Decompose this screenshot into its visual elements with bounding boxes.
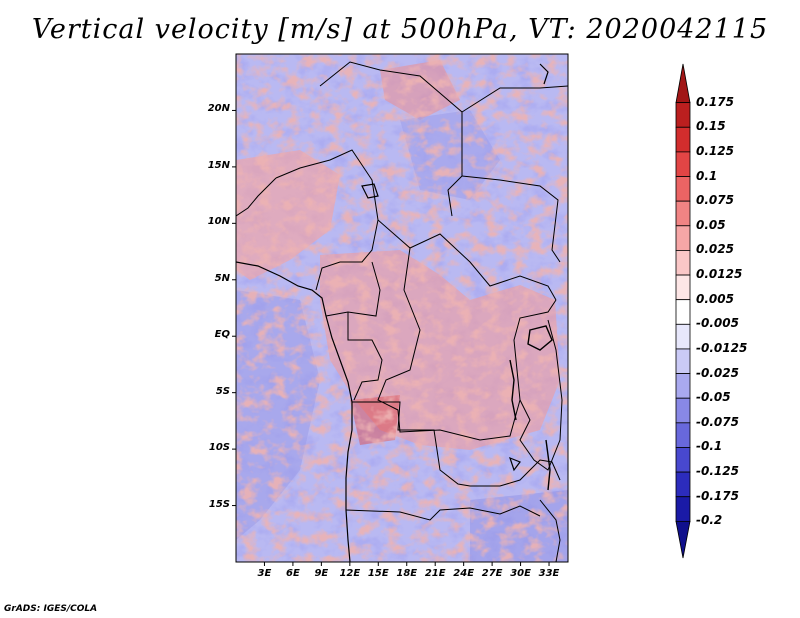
colorbar-segment xyxy=(675,520,691,559)
lat-label: 10S xyxy=(208,442,230,454)
colorbar-segment xyxy=(675,200,691,227)
colorbar-segment xyxy=(675,225,691,251)
colorbar-label: 0.075 xyxy=(696,193,734,208)
lon-label: 12E xyxy=(339,568,361,579)
colorbar-label: -0.1 xyxy=(696,439,723,454)
lat-label: 5N xyxy=(214,272,230,284)
lat-label: 15S xyxy=(208,498,230,510)
border-sudan xyxy=(461,175,561,263)
colorbar-segment xyxy=(675,422,691,448)
colorbar-segment xyxy=(675,102,691,128)
axis-ticks xyxy=(232,109,550,566)
colorbar-segment xyxy=(675,250,691,276)
colorbar-label: -0.005 xyxy=(696,316,739,331)
colorbar-label: -0.175 xyxy=(696,488,739,503)
colorbar-label: 0.125 xyxy=(696,143,734,158)
colorbar-label: -0.05 xyxy=(696,390,731,405)
border-egypt xyxy=(461,85,568,113)
colorbar-label: -0.075 xyxy=(696,414,739,429)
lon-label: 27E xyxy=(481,568,503,579)
colorbar-segment xyxy=(675,323,691,350)
map-field xyxy=(236,54,568,562)
coast-west xyxy=(236,177,277,262)
colorbar-label: -0.125 xyxy=(696,464,739,479)
lat-label: 10N xyxy=(207,216,230,228)
lon-label: 21E xyxy=(424,568,446,579)
border-drc xyxy=(377,247,557,441)
lon-label: 33E xyxy=(538,568,560,579)
lat-label: 20N xyxy=(207,103,230,115)
colorbar xyxy=(675,63,691,559)
colorbar-label: 0.175 xyxy=(696,94,734,109)
colorbar-segment xyxy=(675,176,691,202)
lat-label: EQ xyxy=(214,329,230,341)
field-noise-red xyxy=(236,54,568,562)
sinai-coast xyxy=(539,63,549,85)
lon-label: 24E xyxy=(453,568,475,579)
map-borders xyxy=(236,61,568,562)
lon-label: 9E xyxy=(314,568,329,579)
colorbar-segment xyxy=(675,151,691,177)
lon-label: 15E xyxy=(367,568,389,579)
lake-tanganyika xyxy=(509,359,517,421)
colorbar-segment xyxy=(675,397,691,424)
colorbar-label: 0.005 xyxy=(696,291,734,306)
colorbar-segment xyxy=(675,348,691,374)
colorbar-label: 0.025 xyxy=(696,242,734,257)
border-namibia xyxy=(345,505,541,521)
border-mozambique xyxy=(539,499,561,562)
colorbar-segment xyxy=(675,447,691,473)
grads-credit: GrADS: IGES/COLA xyxy=(4,604,98,614)
lon-label: 30E xyxy=(510,568,531,579)
lake-bangweulu xyxy=(509,456,521,472)
border-libya-chad xyxy=(319,61,463,217)
colorbar-segment xyxy=(675,471,691,498)
colorbar-segment xyxy=(675,373,691,399)
colorbar-label: -0.025 xyxy=(696,365,739,380)
border-gabon-congo xyxy=(347,312,383,401)
colorbar-label: 0.1 xyxy=(696,168,718,183)
border-cameroon xyxy=(325,261,381,317)
colorbar-label: -0.0125 xyxy=(696,340,748,355)
colorbar-label: 0.05 xyxy=(696,217,726,232)
colorbar-segment xyxy=(675,126,691,153)
border-car-sudan xyxy=(377,219,557,301)
lake-malawi xyxy=(545,439,551,491)
lat-label: 5S xyxy=(215,385,230,397)
lon-label: 18E xyxy=(396,568,418,579)
border-angola-zambia xyxy=(352,401,561,487)
colorbar-segment xyxy=(675,274,691,301)
colorbar-label: 0.15 xyxy=(696,119,726,134)
lat-label: 15N xyxy=(207,159,230,171)
colorbar-label: 0.0125 xyxy=(696,267,743,282)
lon-label: 3E xyxy=(257,568,272,579)
lake-victoria xyxy=(527,325,553,351)
colorbar-segment xyxy=(675,63,691,104)
colorbar-label: -0.2 xyxy=(696,513,723,528)
atlantic-coastline xyxy=(236,261,353,562)
lon-label: 6E xyxy=(286,568,300,579)
border-great-lakes xyxy=(519,319,563,471)
map-frame xyxy=(235,53,569,563)
colorbar-segment xyxy=(675,299,691,325)
lake-chad xyxy=(361,183,379,199)
colorbar-segment xyxy=(675,496,691,522)
chart-title: Vertical velocity [m/s] at 500hPa, VT: 2… xyxy=(31,14,769,45)
